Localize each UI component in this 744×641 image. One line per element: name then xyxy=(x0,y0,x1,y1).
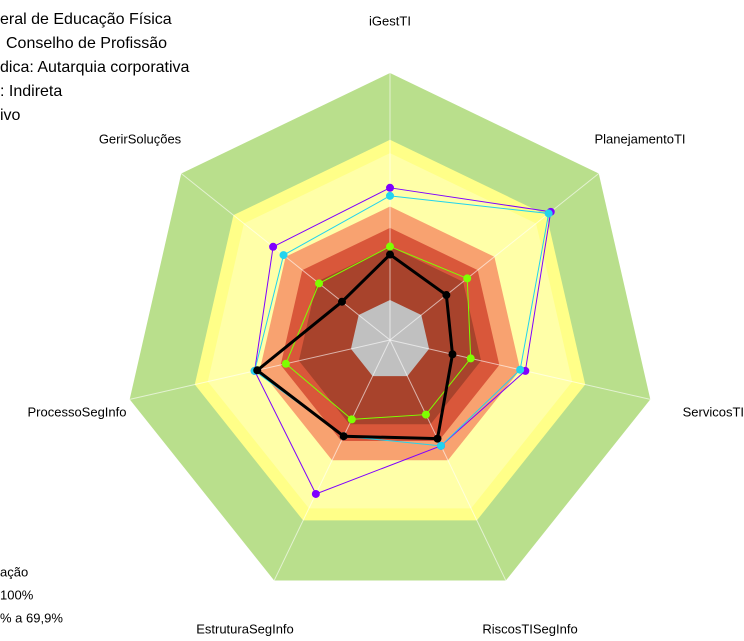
series-point xyxy=(433,434,442,443)
axis-label: RiscosTISegInfo xyxy=(482,621,577,636)
axis-line xyxy=(389,173,600,341)
legend-line: ação xyxy=(0,564,28,579)
series-point xyxy=(448,350,457,359)
series-point xyxy=(315,279,324,288)
axis-label: PlanejamentoTI xyxy=(594,131,685,146)
series-point xyxy=(347,415,356,424)
series-point xyxy=(516,365,525,374)
axis-line xyxy=(389,339,507,581)
legend-line: 100% xyxy=(0,587,34,602)
series-point xyxy=(269,242,278,251)
series-line xyxy=(254,252,454,441)
series-point xyxy=(281,359,290,368)
series-point xyxy=(386,242,394,251)
series-point xyxy=(463,274,472,283)
series-point xyxy=(386,183,394,192)
axis-label: EstruturaSegInfo xyxy=(196,621,294,636)
header-line: dica: Autarquia corporativa xyxy=(0,59,190,76)
series-point xyxy=(339,432,348,441)
series-point xyxy=(544,209,553,218)
header-line: ivo xyxy=(0,107,21,124)
series-point xyxy=(436,441,445,450)
series-point xyxy=(386,191,394,200)
series-line xyxy=(254,195,550,447)
series-line xyxy=(285,245,472,420)
series-point xyxy=(466,354,475,363)
series-point xyxy=(337,297,346,306)
series-point xyxy=(279,251,288,260)
header-line: : Indireta xyxy=(0,83,62,100)
axis-label: ProcessoSegInfo xyxy=(27,404,126,419)
legend-line: % a 69,9% xyxy=(0,610,63,625)
series-point xyxy=(421,410,430,419)
axis-label: ServicosTI xyxy=(683,404,744,419)
header-line: Conselho de Profissão xyxy=(6,35,167,52)
axis-label: GerirSoluções xyxy=(99,131,182,146)
header-line: eral de Educação Física xyxy=(0,11,172,28)
series-point xyxy=(311,489,320,498)
series-point xyxy=(253,366,262,375)
series-point xyxy=(386,250,394,259)
axis-label: iGestTI xyxy=(369,13,411,28)
series-point xyxy=(442,291,451,300)
axis-line xyxy=(273,339,391,581)
series-line xyxy=(254,187,552,495)
